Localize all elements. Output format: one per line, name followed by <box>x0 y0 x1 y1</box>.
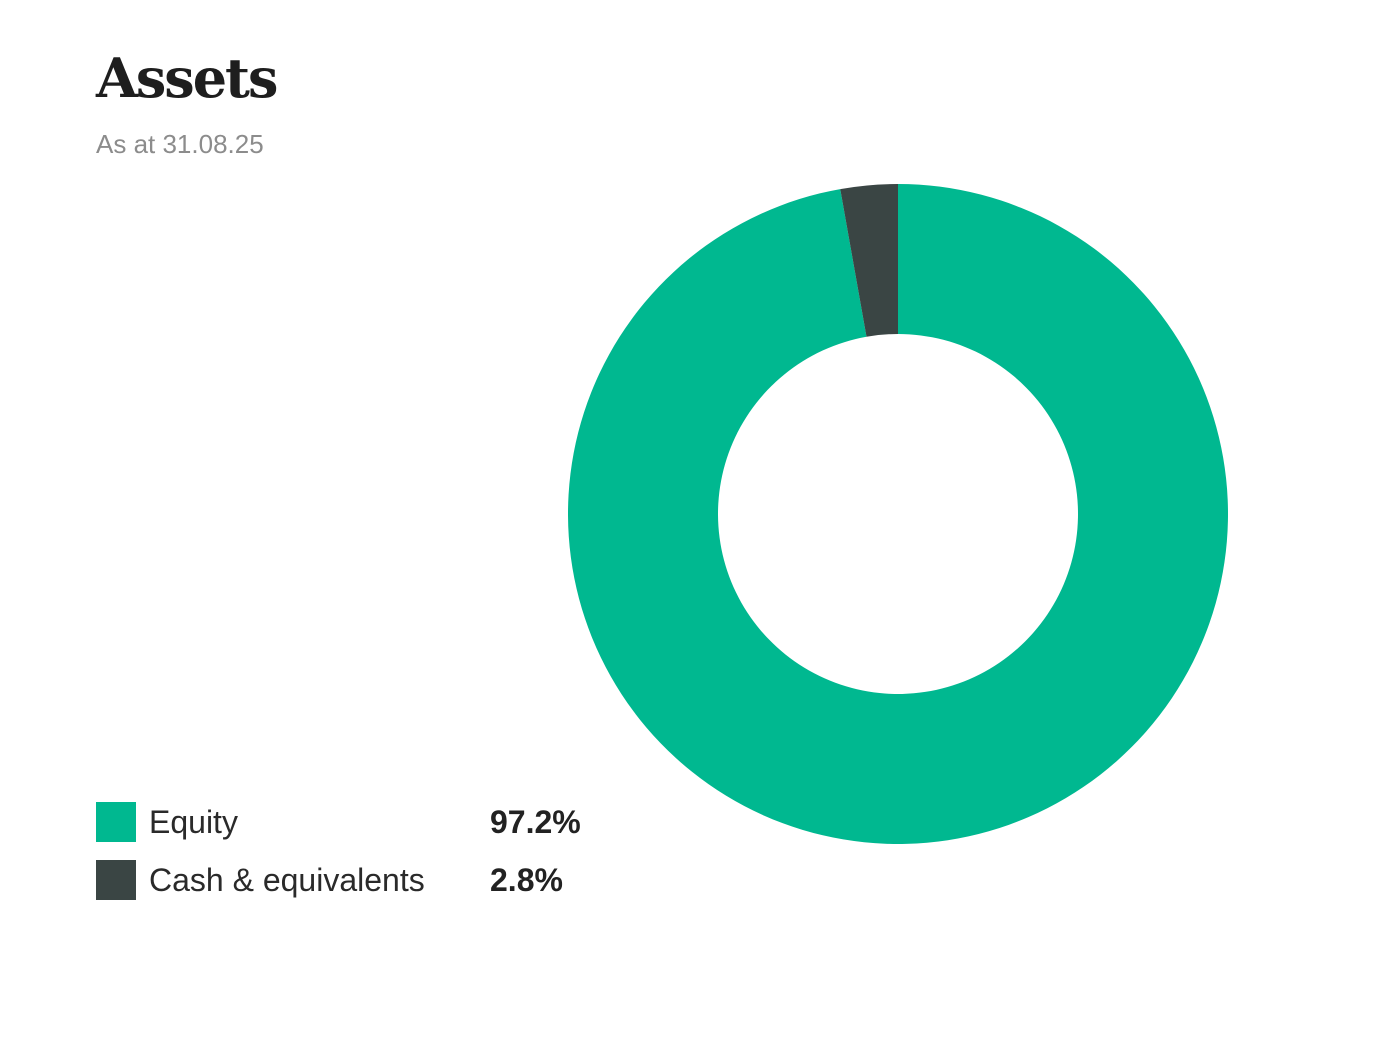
legend-value: 97.2% <box>490 804 581 840</box>
chart-subtitle: As at 31.08.25 <box>96 129 264 159</box>
chart-title: Assets <box>96 46 278 110</box>
legend-value: 2.8% <box>490 862 563 898</box>
donut-slice-cash-equivalents <box>840 184 898 337</box>
legend-label: Cash & equivalents <box>149 862 425 898</box>
legend-swatch <box>96 860 136 900</box>
donut-slice-equity <box>567 184 1228 845</box>
legend-swatch <box>96 802 136 842</box>
legend-label: Equity <box>149 804 238 840</box>
